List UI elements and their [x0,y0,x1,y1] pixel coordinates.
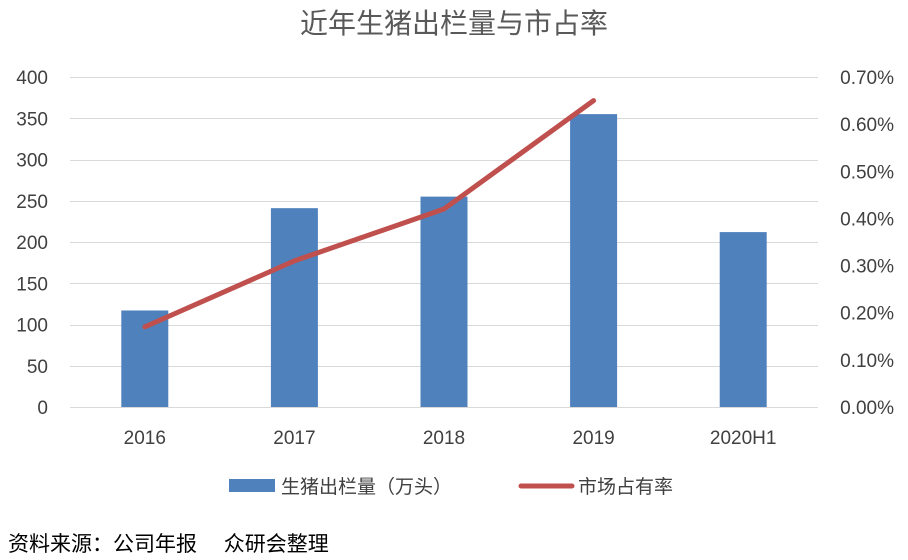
left-tick-label: 0 [37,398,48,419]
category-label: 2018 [423,428,465,449]
legend-label-line: 市场占有率 [578,476,673,498]
line-series [142,98,597,330]
right-tick-label: 0.40% [840,209,894,230]
bar-series [121,114,767,407]
category-label: 2016 [124,428,166,449]
left-tick-label: 50 [27,357,48,378]
bar [719,232,767,407]
x-axis: 2016 2017 2018 2019 2020H1 [124,428,777,449]
bar [570,114,618,407]
bar [270,208,318,407]
right-tick-label: 0.70% [840,68,894,89]
right-tick-label: 0.60% [840,115,894,136]
legend: 生猪出栏量（万头） 市场占有率 [229,476,673,498]
right-tick-label: 0.50% [840,162,894,183]
left-axis: 0 50 100 150 200 250 300 350 400 [16,68,48,419]
category-label: 2019 [572,428,614,449]
left-tick-label: 250 [16,192,48,213]
right-tick-label: 0.20% [840,304,894,325]
chart: 近年生猪出栏量与市占率 0 50 100 150 200 250 300 350 400 0.0… [16,7,894,498]
left-tick-label: 150 [16,274,48,295]
left-tick-label: 200 [16,233,48,254]
right-tick-label: 0.10% [840,351,894,372]
left-tick-label: 350 [16,109,48,130]
legend-swatch-bar [229,479,275,492]
left-tick-label: 100 [16,316,48,337]
category-label: 2020H1 [710,428,777,449]
right-tick-label: 0.00% [840,398,894,419]
left-tick-label: 400 [16,68,48,89]
chart-title: 近年生猪出栏量与市占率 [300,7,608,40]
right-axis: 0.00% 0.10% 0.20% 0.30% 0.40% 0.50% 0.60% 0.70% [840,68,894,419]
bar [420,196,468,407]
source-note: 资料来源：公司年报 众研会整理 [8,532,329,556]
left-tick-label: 300 [16,151,48,172]
line-path [142,98,597,330]
right-tick-label: 0.30% [840,257,894,278]
legend-label-bar: 生猪出栏量（万头） [281,476,452,498]
category-label: 2017 [273,428,315,449]
